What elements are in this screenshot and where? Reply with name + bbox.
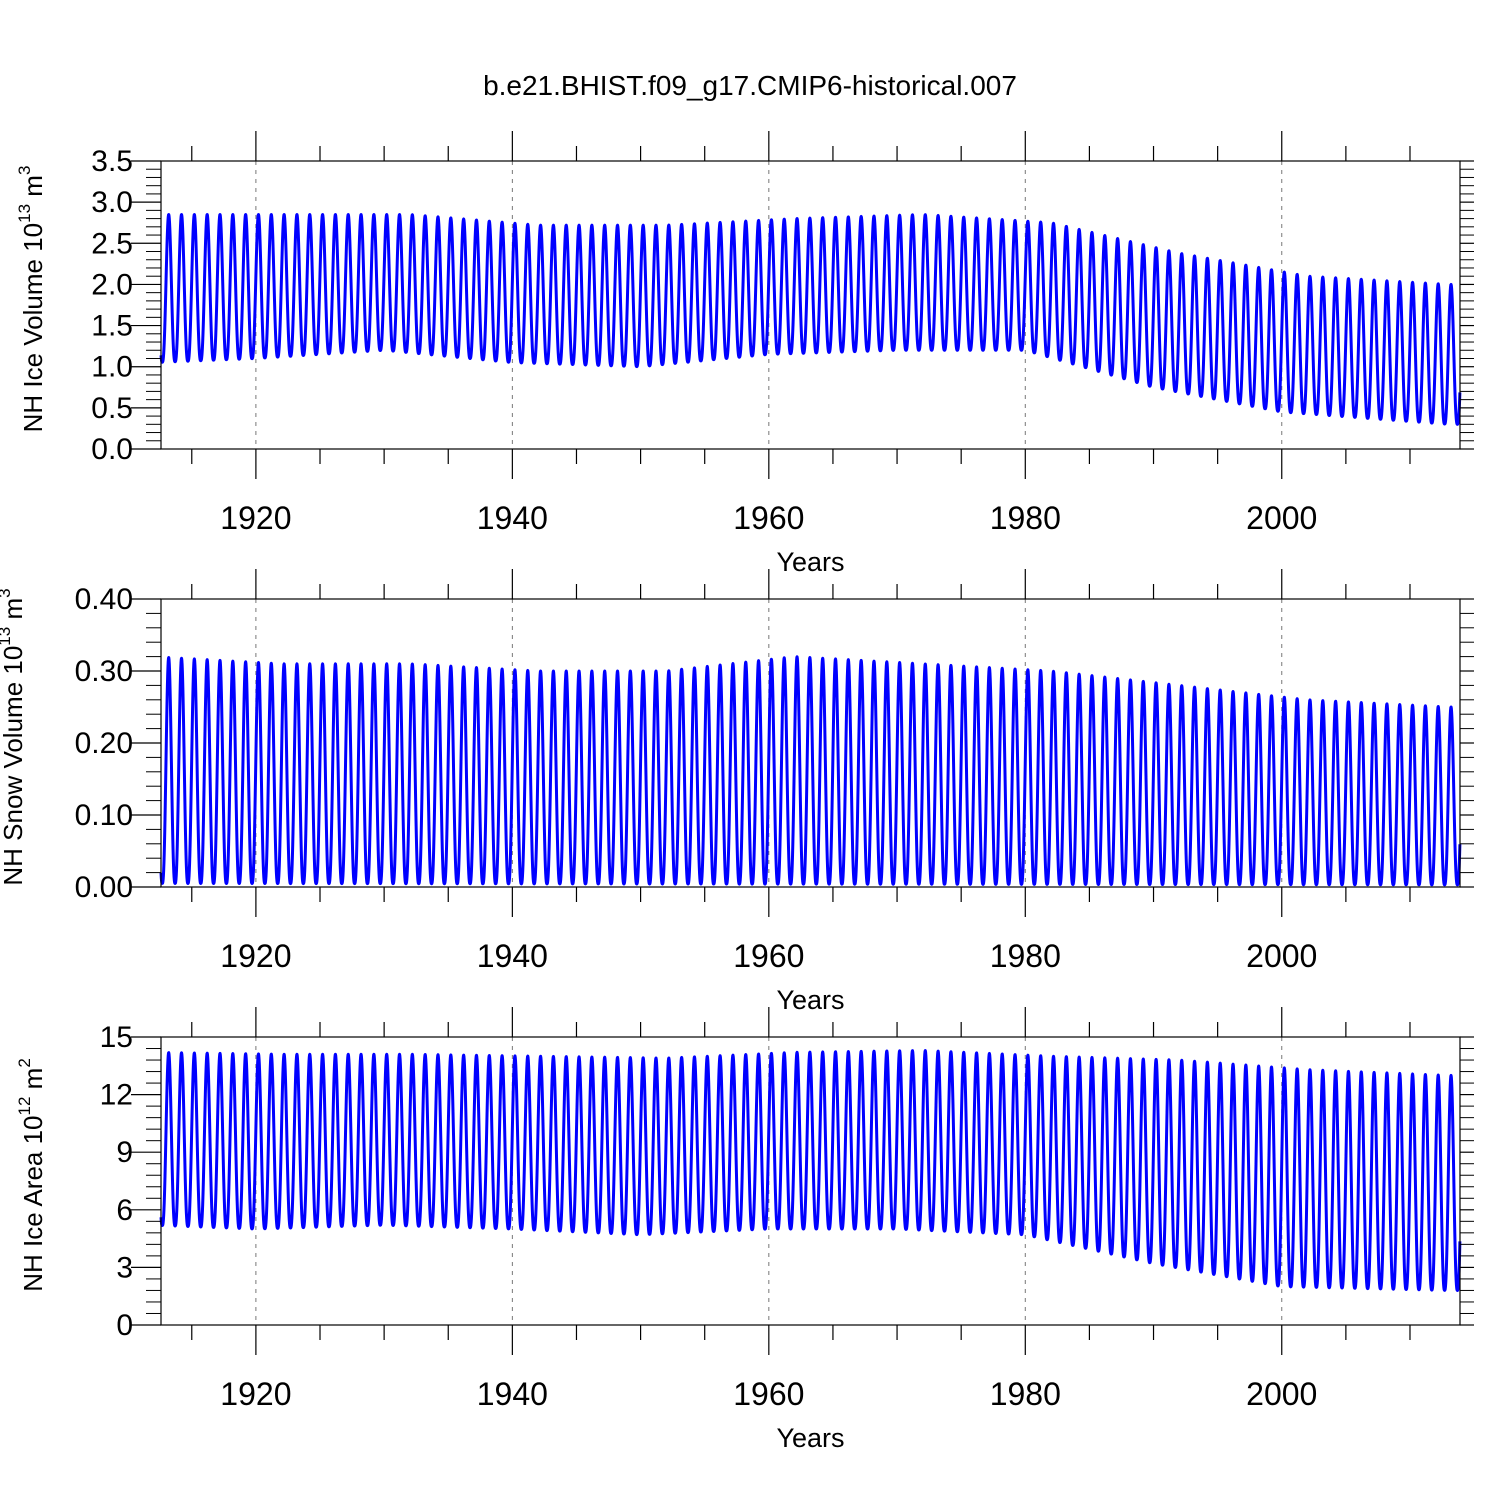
y-axis-label-part: NH Snow Volume 10 — [0, 646, 28, 886]
y-axis-label-part: m — [18, 175, 48, 204]
y-axis-label-part: NH Ice Area 10 — [18, 1115, 48, 1291]
y-tick-label: 2.5 — [91, 227, 133, 260]
x-axis-label: Years — [776, 1423, 844, 1453]
y-axis-label-superscript: 3 — [0, 588, 14, 597]
data-line — [159, 1049, 1462, 1292]
y-axis-label-superscript: 2 — [15, 1058, 34, 1067]
y-tick-label: 9 — [116, 1136, 133, 1169]
y-tick-label: 0.0 — [91, 433, 133, 466]
x-tick-label: 1940 — [477, 938, 548, 974]
y-tick-label: 1.0 — [91, 351, 133, 384]
x-tick-label: 1960 — [733, 938, 804, 974]
panel-ice-volume: 0.0 0.5 1.0 1.5 2.0 2.5 3.0 3.5 1920 1940 1960 1980… — [15, 131, 1474, 577]
y-axis-label-superscript: 13 — [15, 204, 34, 223]
y-tick-label: 3 — [116, 1251, 133, 1284]
y-tick-label: 3.0 — [91, 186, 133, 219]
x-tick-label: 2000 — [1246, 1376, 1317, 1412]
y-tick-label: 1.5 — [91, 310, 133, 343]
plot-frame — [160, 160, 1461, 450]
panel-ice-area: 0 3 6 9 12 15 1920 1940 1960 1980 2000 Years NH Ice … — [15, 1007, 1474, 1453]
y-axis-label: NH Ice Volume 1013 m3 — [15, 166, 48, 433]
x-tick-label: 2000 — [1246, 938, 1317, 974]
data-line — [159, 213, 1462, 426]
x-axis-label: Years — [776, 985, 844, 1015]
y-axis-label-part: NH Ice Volume 10 — [18, 223, 48, 433]
panel-snow-volume: 0.00 0.10 0.20 0.30 0.40 1920 1940 1960 1980 2000… — [0, 569, 1474, 1015]
x-tick-label: 1920 — [220, 1376, 291, 1412]
data-line — [159, 655, 1462, 887]
y-tick-label: 0.5 — [91, 392, 133, 425]
y-tick-label: 0.00 — [75, 871, 133, 904]
y-axis-label: NH Ice Area 1012 m2 — [15, 1058, 48, 1292]
y-tick-label: 0.10 — [75, 799, 133, 832]
y-tick-label: 12 — [100, 1079, 133, 1112]
y-tick-label: 2.0 — [91, 268, 133, 301]
x-tick-label: 1960 — [733, 500, 804, 536]
x-tick-label: 1920 — [220, 500, 291, 536]
y-axis-label-superscript: 13 — [0, 627, 14, 646]
x-tick-label: 1960 — [733, 1376, 804, 1412]
y-axis-label: NH Snow Volume 1013 m3 — [0, 588, 28, 885]
x-axis-label: Years — [776, 547, 844, 577]
plot-frame — [160, 1036, 1461, 1326]
y-tick-label: 15 — [100, 1021, 133, 1054]
x-tick-label: 1940 — [477, 1376, 548, 1412]
chart-title: b.e21.BHIST.f09_g17.CMIP6-historical.007 — [483, 70, 1017, 101]
x-tick-label: 1980 — [990, 500, 1061, 536]
y-tick-label: 0.30 — [75, 655, 133, 688]
y-tick-label: 3.5 — [91, 145, 133, 178]
y-axis-label-superscript: 3 — [15, 166, 34, 175]
x-tick-label: 1980 — [990, 1376, 1061, 1412]
y-axis-label-part: m — [18, 1068, 48, 1097]
y-tick-label: 6 — [116, 1194, 133, 1227]
y-axis-label-superscript: 12 — [15, 1097, 34, 1116]
x-tick-label: 2000 — [1246, 500, 1317, 536]
x-tick-label: 1940 — [477, 500, 548, 536]
y-tick-label: 0.20 — [75, 727, 133, 760]
y-tick-label: 0.40 — [75, 583, 133, 616]
x-tick-label: 1920 — [220, 938, 291, 974]
y-tick-label: 0 — [116, 1309, 133, 1342]
y-axis-label-part: m — [0, 598, 28, 627]
x-tick-label: 1980 — [990, 938, 1061, 974]
